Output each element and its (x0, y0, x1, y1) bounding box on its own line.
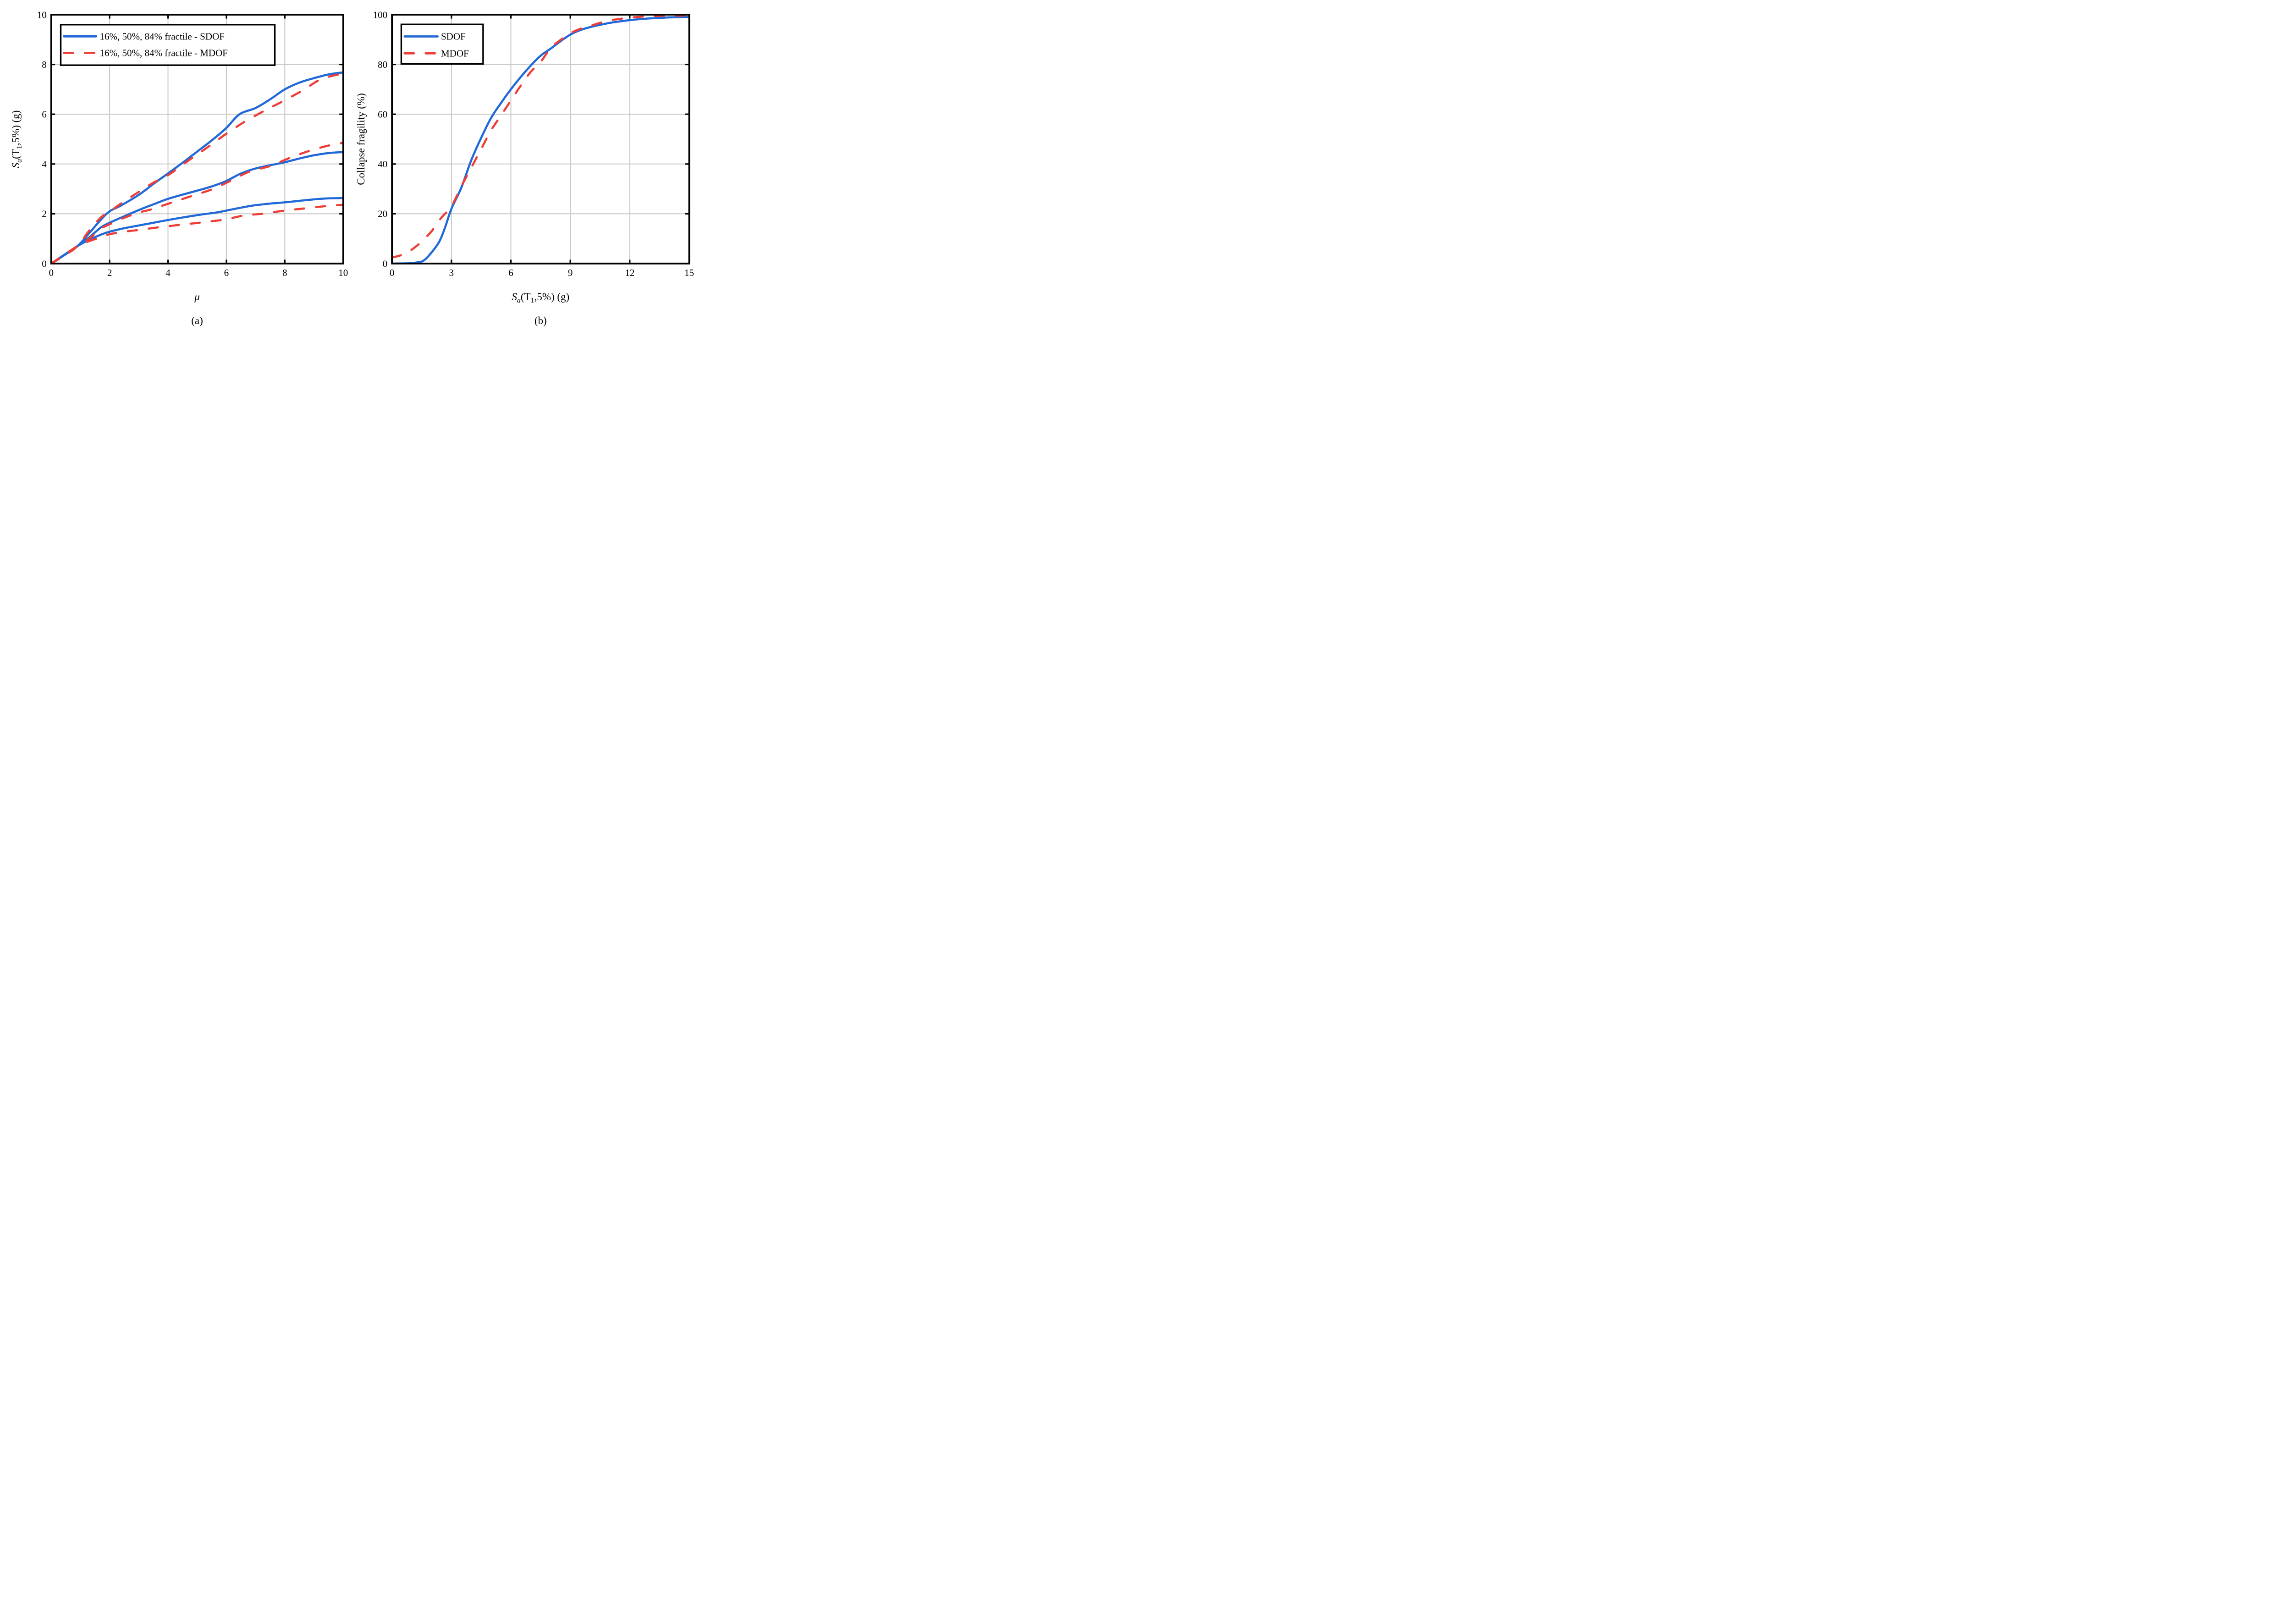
y-tick-label: 0 (383, 258, 388, 269)
xlabel-b-T: (T (521, 291, 531, 303)
ida-fragility-figure: 0 2 4 6 8 10 0 2 4 6 8 10 16%, 50%, 84% fractile - … (0, 0, 704, 334)
chart-a-ylabel: Sa(T1,5%) (g) (10, 110, 23, 168)
x-tick-label: 9 (568, 267, 573, 278)
ylabel-a-sub-a: a (16, 159, 23, 163)
x-tick-label: 6 (508, 267, 513, 278)
chart-a: 0 2 4 6 8 10 0 2 4 6 8 10 16%, 50%, 84% fractile - … (10, 9, 348, 326)
xlabel-b-sub-a: a (517, 297, 521, 304)
y-tick-label: 40 (378, 159, 387, 170)
x-tick-label: 6 (224, 267, 229, 278)
chart-b-legend: SDOF MDOF (400, 23, 484, 65)
chart-b-ylabel: Collapse fragility (%) (355, 93, 367, 185)
y-tick-label: 60 (378, 109, 387, 120)
ylabel-a-T: (T (10, 149, 22, 159)
series-16-fractile-sdof (51, 197, 343, 264)
chart-b: 0 3 6 9 12 15 0 20 40 60 80 100 SDOF MDOF Sa(T1,5%)… (355, 9, 694, 326)
ylabel-a-tail: ,5%) (g) (10, 110, 22, 146)
legend-a-sdof-label: 16%, 50%, 84% fractile - SDOF (100, 31, 225, 42)
x-tick-label: 0 (390, 267, 395, 278)
y-tick-label: 0 (42, 258, 47, 269)
series-84-fractile-sdof (51, 71, 343, 264)
chart-a-xlabel: μ (194, 291, 200, 303)
y-tick-label: 6 (42, 109, 47, 120)
series-mdof (392, 15, 689, 259)
xlabel-b-sub-1: 1 (531, 297, 534, 304)
x-tick-label: 12 (625, 267, 634, 278)
chart-a-tick-labels: 0 2 4 6 8 10 0 2 4 6 8 10 (37, 9, 348, 278)
y-tick-label: 80 (378, 59, 387, 70)
x-tick-label: 10 (338, 267, 348, 278)
chart-b-caption: (b) (534, 315, 547, 326)
x-tick-label: 4 (165, 267, 171, 278)
x-tick-label: 3 (449, 267, 454, 278)
ylabel-a-sub-1: 1 (16, 145, 23, 149)
chart-b-xlabel: Sa(T1,5%) (g) (512, 291, 569, 304)
x-tick-label: 2 (107, 267, 112, 278)
y-tick-label: 10 (37, 9, 47, 20)
ylabel-a-S: S (10, 162, 22, 168)
chart-b-series (392, 15, 689, 264)
chart-b-legend-box (400, 23, 484, 65)
y-tick-label: 2 (42, 209, 47, 220)
chart-a-frame (50, 14, 344, 264)
xlabel-b-S: S (512, 291, 517, 303)
x-tick-label: 8 (282, 267, 287, 278)
chart-a-caption: (a) (191, 315, 203, 326)
y-tick-label: 100 (373, 9, 388, 20)
chart-a-legend: 16%, 50%, 84% fractile - SDOF 16%, 50%, … (60, 24, 276, 66)
chart-a-legend-box (60, 24, 276, 66)
series-sdof (392, 16, 689, 264)
series-84-fractile-mdof (51, 72, 343, 264)
y-tick-label: 20 (378, 209, 387, 220)
chart-b-tick-labels: 0 3 6 9 12 15 0 20 40 60 80 100 (373, 9, 694, 278)
xlabel-b-tail: ,5%) (g) (534, 291, 570, 303)
legend-b-mdof-label: MDOF (441, 48, 469, 59)
y-tick-label: 8 (42, 59, 47, 70)
chart-a-series (51, 71, 343, 264)
series-50-fractile-sdof (51, 151, 343, 264)
x-tick-label: 15 (684, 267, 694, 278)
chart-b-frame (391, 14, 690, 264)
series-50-fractile-mdof (51, 142, 343, 264)
y-tick-label: 4 (42, 159, 47, 170)
x-tick-label: 0 (49, 267, 54, 278)
legend-b-sdof-label: SDOF (441, 31, 466, 42)
legend-a-mdof-label: 16%, 50%, 84% fractile - MDOF (100, 48, 228, 59)
